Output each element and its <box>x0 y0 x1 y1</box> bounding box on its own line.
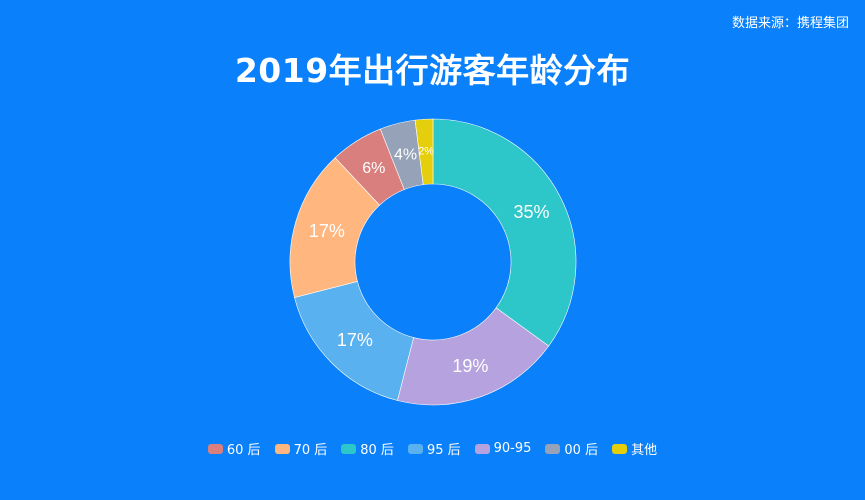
slice-u5176u4ed6[interactable] <box>414 118 434 185</box>
legend-swatch <box>474 443 490 454</box>
legend-label: 70 后 <box>293 443 328 458</box>
slice-80u540e[interactable] <box>432 118 577 347</box>
legend-label: 其他 <box>631 443 658 458</box>
legend-label: 95 后 <box>426 443 461 458</box>
legend-item-60u540e[interactable]: 60 后 <box>207 439 261 458</box>
legend-item-00u540e[interactable]: 00 后 <box>545 439 598 458</box>
slice-label-00u540e: 4% <box>394 146 417 163</box>
slice-label-95u540e: 17% <box>337 330 373 350</box>
legend-item-u5176u4ed6[interactable]: 其他 <box>612 439 657 458</box>
source-note: 数据来源：携程集团 <box>731 16 849 31</box>
legend-item-70u540e[interactable]: 70 后 <box>274 439 328 458</box>
legend-swatch <box>545 443 561 454</box>
legend-label: 90-95 <box>493 441 532 456</box>
legend-swatch <box>407 443 423 454</box>
slice-label-90-95: 19% <box>452 356 488 376</box>
chart-title: 2019年出行游客年龄分布 <box>234 51 631 90</box>
legend-swatch <box>612 443 628 454</box>
legend-item-80u540e[interactable]: 80 后 <box>341 439 394 458</box>
slice-90-95[interactable] <box>397 307 550 406</box>
legend-swatch <box>341 443 357 454</box>
legend-label: 80 后 <box>360 443 394 458</box>
slice-label-70u540e: 17% <box>309 221 345 241</box>
legend-item-95u540e[interactable]: 95 后 <box>407 439 461 458</box>
legend-item-90-95[interactable]: 90-95 <box>474 441 532 456</box>
slice-label-60u540e: 6% <box>362 160 385 177</box>
legend-label: 00 后 <box>564 443 599 458</box>
slice-label-80u540e: 35% <box>513 202 549 222</box>
slice-label-u5176u4ed6: 2% <box>418 146 434 158</box>
legend-swatch <box>207 443 223 454</box>
legend-swatch <box>274 443 290 454</box>
chart-legend: 60 后 70 后 80 后 95 后 90-95 00 后 其他 <box>0 439 865 458</box>
legend-label: 60 后 <box>226 443 261 458</box>
